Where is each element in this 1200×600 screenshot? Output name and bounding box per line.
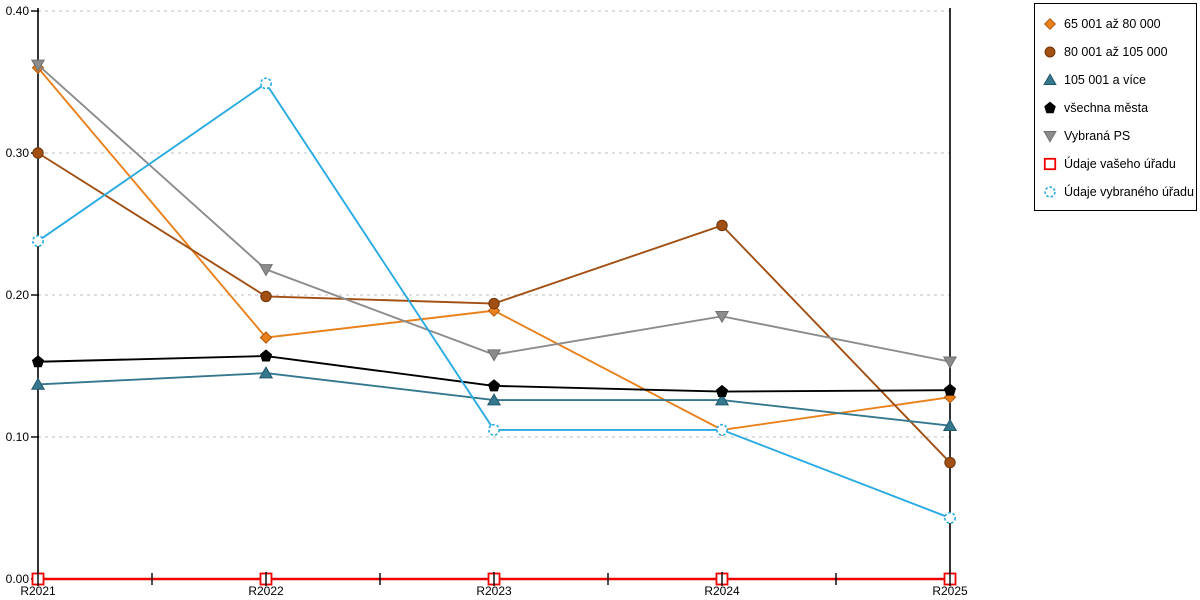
legend-item: Vybraná PS — [1043, 122, 1192, 150]
diamond-icon — [1043, 17, 1057, 31]
y-tick-label: 0.30 — [6, 146, 30, 160]
legend: 65 001 až 80 000 80 001 až 105 000 105 0… — [1034, 3, 1197, 211]
open-circle-icon — [943, 511, 956, 524]
triangle-up-icon — [30, 377, 46, 390]
circle-icon — [488, 297, 500, 310]
pentagon-icon — [943, 383, 957, 396]
y-tick-label: 0.20 — [6, 288, 30, 302]
circle-icon — [1043, 45, 1057, 59]
triangle-down-icon — [1043, 129, 1057, 143]
triangle-up-icon — [942, 418, 958, 431]
legend-item: Údaje vybraného úřadu — [1043, 178, 1194, 206]
triangle-up-icon — [1043, 73, 1057, 86]
diamond-icon — [259, 331, 273, 344]
x-tick-label: R2023 — [476, 584, 512, 598]
triangle-up-icon — [486, 393, 502, 406]
open-square-icon — [1043, 157, 1057, 171]
legend-item: všechna města — [1043, 94, 1192, 122]
triangle-down-icon — [258, 264, 274, 277]
pentagon-icon — [487, 379, 501, 392]
x-tick-label: R2024 — [704, 584, 740, 598]
triangle-down-icon — [714, 311, 730, 324]
x-tick-label: R2021 — [20, 584, 56, 598]
triangle-down-icon — [1043, 130, 1057, 143]
legend-label: Údaje vybraného úřadu — [1064, 185, 1194, 199]
pentagon-icon — [715, 384, 729, 398]
pentagon-icon — [259, 349, 273, 362]
legend-item: 105 001 a více — [1043, 66, 1192, 94]
pentagon-icon — [1044, 101, 1056, 114]
open-circle-icon — [487, 423, 500, 436]
legend-label: 105 001 a více — [1064, 73, 1147, 87]
triangle-up-icon — [714, 393, 730, 406]
circle-icon — [260, 290, 272, 303]
series-2 — [30, 366, 958, 431]
series-6 — [31, 77, 956, 524]
open-circle-icon — [1044, 186, 1056, 198]
pentagon-icon — [31, 355, 45, 368]
open-circle-icon — [31, 235, 44, 248]
legend-item: Údaje vašeho úřadu — [1043, 150, 1192, 178]
circle-icon — [32, 147, 44, 159]
triangle-down-icon — [942, 356, 958, 369]
pentagon-icon — [1043, 101, 1057, 115]
x-tick-label: R2022 — [248, 584, 284, 598]
triangle-up-icon — [258, 366, 274, 379]
open-square-icon — [1043, 157, 1057, 171]
series-4 — [30, 59, 958, 369]
triangle-down-icon — [486, 349, 502, 362]
open-circle-icon — [1043, 185, 1057, 199]
legend-item: 80 001 až 105 000 — [1043, 38, 1192, 66]
legend-label: Vybraná PS — [1064, 129, 1131, 143]
legend-label: Údaje vašeho úřadu — [1064, 157, 1176, 171]
triangle-down-icon — [30, 59, 46, 72]
diamond-icon — [1043, 17, 1057, 31]
open-circle-icon — [715, 423, 728, 436]
series-3 — [31, 349, 957, 398]
circle-icon — [1044, 46, 1056, 58]
x-tick-label: R2025 — [932, 584, 968, 598]
legend-item: 65 001 až 80 000 — [1043, 10, 1192, 38]
y-tick-label: 0.00 — [6, 572, 30, 586]
legend-label: všechna města — [1064, 101, 1149, 115]
y-tick-label: 0.10 — [6, 430, 30, 444]
circle-icon — [944, 456, 956, 469]
y-tick-label: 0.40 — [6, 4, 30, 18]
series-1 — [32, 147, 956, 469]
legend-label: 80 001 až 105 000 — [1064, 45, 1168, 59]
legend-label: 65 001 až 80 000 — [1064, 17, 1161, 31]
circle-icon — [716, 219, 728, 232]
open-circle-icon — [259, 77, 272, 90]
triangle-up-icon — [1043, 73, 1057, 87]
